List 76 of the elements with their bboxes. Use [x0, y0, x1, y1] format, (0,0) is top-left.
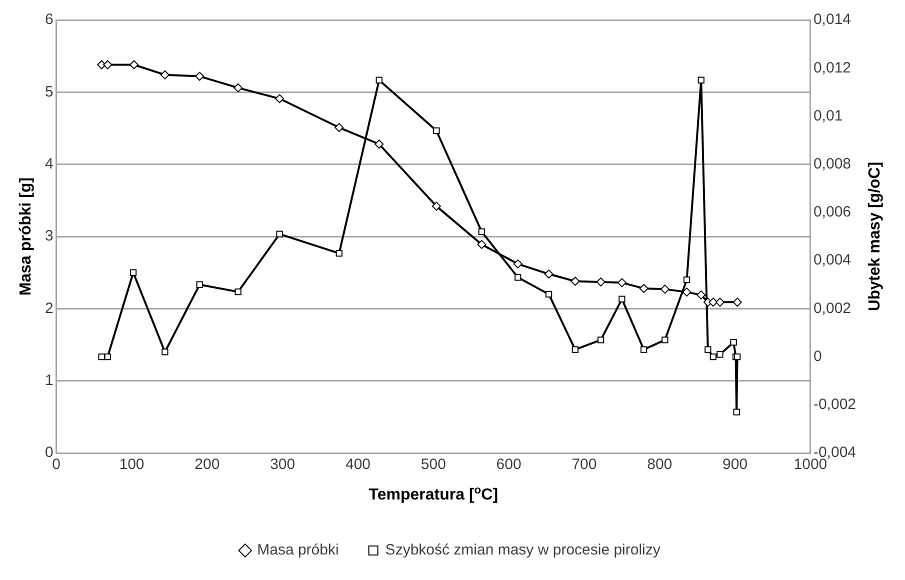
- point: [715, 298, 724, 307]
- y-tick-label: 1: [45, 372, 54, 389]
- point: [730, 339, 737, 346]
- point: [514, 274, 522, 281]
- point: [513, 259, 522, 268]
- point: [374, 140, 384, 149]
- point: [716, 351, 724, 358]
- point: [640, 346, 648, 353]
- y2-axis-title: Ubytek masy [g/oC]: [866, 162, 884, 312]
- y2-tick-label: -0,002: [813, 396, 856, 414]
- point: [597, 336, 604, 344]
- y2-tick-label: 0,012: [813, 59, 852, 76]
- y2-tick-label: 0,01: [813, 107, 843, 124]
- point: [617, 278, 626, 288]
- point: [618, 296, 626, 302]
- point: [732, 298, 742, 307]
- y2-tick-label: 0,006: [813, 204, 852, 221]
- y-axis-title: Masa próbki [g]: [17, 177, 34, 296]
- y-tick-label: 5: [45, 83, 54, 100]
- x-tick-label: 100: [119, 456, 144, 474]
- y-tick-label: 0: [45, 444, 54, 462]
- point: [682, 288, 692, 297]
- point: [544, 270, 554, 279]
- y2-tick-label: 0,014: [813, 11, 852, 28]
- point: [334, 123, 344, 132]
- point: [104, 353, 111, 360]
- point: [130, 60, 139, 70]
- point: [275, 94, 284, 104]
- point: [234, 288, 242, 296]
- x-tick-label: 500: [420, 456, 446, 474]
- point: [433, 127, 440, 134]
- x-tick-label: 200: [194, 456, 220, 474]
- point: [195, 72, 204, 81]
- point: [572, 346, 579, 353]
- x-tick-label: 300: [270, 456, 296, 474]
- y2-tick-label: 0,008: [813, 155, 852, 172]
- y-tick-label: 3: [45, 228, 54, 245]
- point: [477, 240, 486, 249]
- point: [639, 284, 648, 293]
- x-tick-label: 600: [496, 456, 522, 474]
- point: [570, 276, 580, 286]
- x-tick-label: 700: [572, 456, 597, 474]
- legend-label: Szybkość zmian masy w procesie pirolizy: [385, 542, 661, 559]
- x-tick-label: 400: [345, 456, 371, 474]
- point: [234, 83, 243, 92]
- y2-tick-label: 0: [813, 348, 822, 365]
- point: [432, 202, 441, 211]
- point: [98, 353, 105, 360]
- point: [276, 230, 283, 238]
- point: [708, 298, 718, 307]
- point: [130, 269, 137, 276]
- y-tick-label: 2: [45, 300, 54, 317]
- point: [545, 290, 552, 298]
- point: [162, 348, 168, 356]
- point: [196, 281, 203, 288]
- point: [710, 353, 717, 360]
- x-tick-label: 800: [647, 456, 672, 474]
- point: [696, 290, 706, 300]
- point: [376, 76, 382, 84]
- y2-tick-label: 0,002: [813, 300, 852, 317]
- point: [336, 250, 342, 257]
- y-tick-label: 4: [45, 155, 54, 172]
- legend-label: Masa próbki: [257, 542, 339, 559]
- x-tick-label: 900: [722, 456, 748, 474]
- point: [160, 70, 170, 80]
- point: [478, 228, 485, 236]
- point: [733, 408, 740, 416]
- point: [683, 276, 690, 284]
- point: [660, 284, 670, 294]
- point: [662, 336, 668, 344]
- point: [596, 277, 606, 286]
- point: [698, 76, 704, 84]
- y2-tick-label: 0,004: [813, 252, 852, 269]
- point: [103, 60, 112, 70]
- y-tick-label: 6: [45, 11, 54, 28]
- point: [704, 346, 712, 353]
